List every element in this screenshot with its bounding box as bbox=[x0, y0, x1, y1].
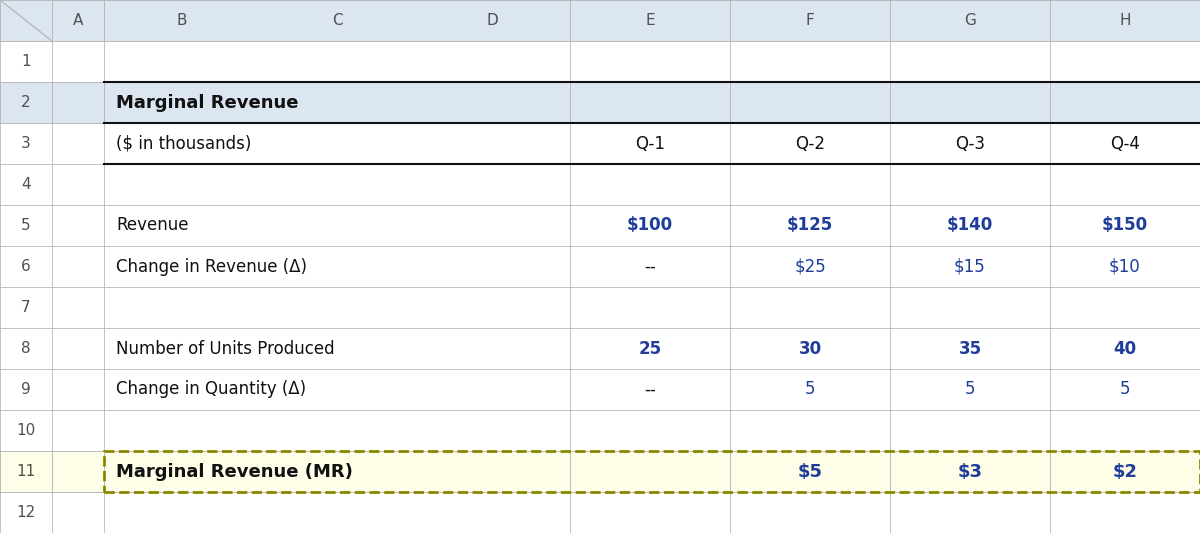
Bar bbox=[104, 0, 570, 41]
Text: 8: 8 bbox=[22, 341, 31, 356]
Bar bbox=[890, 0, 1050, 41]
Text: 35: 35 bbox=[959, 340, 982, 358]
Text: 6: 6 bbox=[22, 259, 31, 274]
Text: B: B bbox=[176, 13, 187, 28]
Bar bbox=[730, 0, 890, 41]
Text: 12: 12 bbox=[17, 505, 36, 520]
Text: 11: 11 bbox=[17, 464, 36, 479]
Bar bbox=[52, 451, 104, 492]
Text: --: -- bbox=[644, 381, 656, 399]
Text: $100: $100 bbox=[626, 216, 673, 235]
Text: $10: $10 bbox=[1109, 257, 1141, 276]
Text: F: F bbox=[805, 13, 815, 28]
Text: ($ in thousands): ($ in thousands) bbox=[116, 134, 251, 152]
Text: --: -- bbox=[644, 257, 656, 276]
Text: $125: $125 bbox=[787, 216, 833, 235]
Text: $2: $2 bbox=[1112, 463, 1138, 481]
Text: 30: 30 bbox=[798, 340, 822, 358]
Bar bbox=[570, 451, 730, 492]
Bar bbox=[1050, 451, 1200, 492]
Text: 7: 7 bbox=[22, 300, 31, 315]
Text: $140: $140 bbox=[947, 216, 994, 235]
Bar bbox=[104, 451, 570, 492]
Text: 25: 25 bbox=[638, 340, 661, 358]
Bar bbox=[890, 82, 1050, 123]
Polygon shape bbox=[0, 0, 52, 41]
Bar bbox=[570, 82, 730, 123]
Text: Q-1: Q-1 bbox=[635, 134, 665, 152]
Text: 5: 5 bbox=[965, 381, 976, 399]
Bar bbox=[0, 82, 52, 123]
Bar bbox=[52, 82, 104, 123]
Text: Q-2: Q-2 bbox=[796, 134, 826, 152]
Text: $150: $150 bbox=[1102, 216, 1148, 235]
Text: Number of Units Produced: Number of Units Produced bbox=[116, 340, 335, 358]
Bar bbox=[104, 82, 570, 123]
Bar bbox=[0, 451, 52, 492]
Bar bbox=[890, 451, 1050, 492]
Text: 4: 4 bbox=[22, 177, 31, 192]
Text: A: A bbox=[73, 13, 83, 28]
Bar bbox=[570, 0, 730, 41]
Text: $5: $5 bbox=[798, 463, 822, 481]
Bar bbox=[730, 82, 890, 123]
Text: 3: 3 bbox=[22, 136, 31, 151]
Text: 40: 40 bbox=[1114, 340, 1136, 358]
Text: $15: $15 bbox=[954, 257, 986, 276]
Text: Q-3: Q-3 bbox=[955, 134, 985, 152]
Text: 5: 5 bbox=[22, 218, 31, 233]
Text: 10: 10 bbox=[17, 423, 36, 438]
Bar bbox=[0, 0, 52, 41]
Text: Change in Quantity (Δ): Change in Quantity (Δ) bbox=[116, 381, 306, 399]
Text: 1: 1 bbox=[22, 54, 31, 69]
Text: G: G bbox=[964, 13, 976, 28]
Text: C: C bbox=[331, 13, 342, 28]
Text: $3: $3 bbox=[958, 463, 983, 481]
Bar bbox=[104, 451, 1200, 492]
Text: 9: 9 bbox=[22, 382, 31, 397]
Text: D: D bbox=[486, 13, 498, 28]
Text: 5: 5 bbox=[1120, 381, 1130, 399]
Bar bbox=[730, 451, 890, 492]
Text: Change in Revenue (Δ): Change in Revenue (Δ) bbox=[116, 257, 307, 276]
Text: 5: 5 bbox=[805, 381, 815, 399]
Bar bbox=[1050, 0, 1200, 41]
Text: $25: $25 bbox=[794, 257, 826, 276]
Text: E: E bbox=[646, 13, 655, 28]
Text: Revenue: Revenue bbox=[116, 216, 188, 235]
Text: Marginal Revenue (MR): Marginal Revenue (MR) bbox=[116, 463, 353, 481]
Text: H: H bbox=[1120, 13, 1130, 28]
Bar bbox=[52, 0, 104, 41]
Text: Marginal Revenue: Marginal Revenue bbox=[116, 93, 299, 111]
Bar bbox=[1050, 82, 1200, 123]
Text: Q-4: Q-4 bbox=[1110, 134, 1140, 152]
Text: 2: 2 bbox=[22, 95, 31, 110]
